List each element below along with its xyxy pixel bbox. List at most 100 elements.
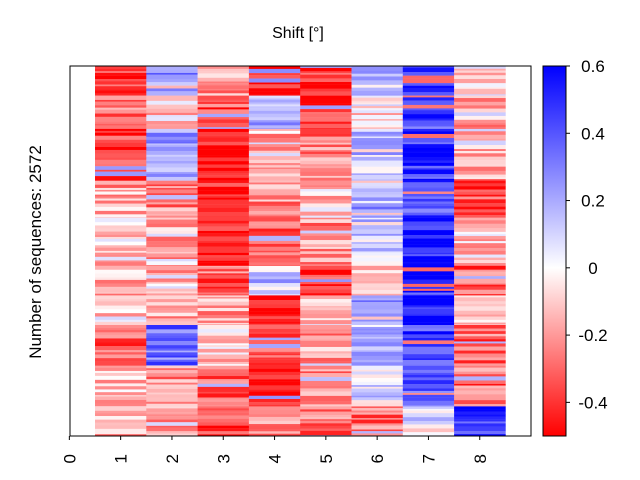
heatmap-cell [402, 374, 455, 378]
heatmap-cell [146, 291, 198, 294]
heatmap-cell [146, 217, 198, 220]
heatmap-cell [300, 113, 352, 118]
heatmap-cell [95, 329, 147, 333]
heatmap-cell [402, 283, 455, 288]
heatmap-cell [197, 71, 250, 74]
heatmap-cell [300, 401, 352, 405]
heatmap-cell [300, 344, 352, 348]
heatmap-cell [351, 182, 404, 187]
heatmap-cell [197, 364, 250, 366]
heatmap-cell [248, 375, 301, 380]
heatmap-cell [402, 95, 455, 98]
heatmap-cell [197, 212, 250, 217]
heatmap-cell [197, 265, 250, 268]
heatmap-cell [402, 97, 455, 101]
heatmap-cell [402, 307, 455, 310]
heatmap-cell [197, 220, 250, 224]
heatmap-cell [95, 135, 147, 140]
heatmap-cell [402, 168, 455, 171]
heatmap-cell [351, 342, 404, 347]
heatmap-cell [95, 105, 147, 108]
heatmap-cell [351, 408, 404, 411]
heatmap-cell [197, 93, 250, 96]
heatmap-cell [146, 302, 198, 306]
heatmap-cell [351, 298, 404, 301]
heatmap-cell [351, 203, 404, 207]
heatmap-cell [300, 185, 352, 188]
heatmap-cell [197, 122, 250, 128]
heatmap-cell [454, 239, 506, 242]
heatmap-cell [351, 241, 404, 245]
heatmap-cell [146, 167, 198, 173]
heatmap-cell [197, 260, 250, 263]
heatmap-cell [146, 278, 198, 281]
heatmap-cell [300, 306, 352, 308]
heatmap-cell [248, 371, 301, 376]
heatmap-cell [248, 156, 301, 161]
heatmap-cell [402, 160, 455, 163]
heatmap-cell [454, 119, 506, 123]
heatmap-cell [248, 246, 301, 251]
heatmap-cell [351, 209, 404, 214]
heatmap-cell [197, 262, 250, 265]
heatmap-cell [402, 340, 455, 345]
heatmap-cell [197, 283, 250, 287]
heatmap-cell [402, 400, 455, 406]
heatmap-cell [351, 219, 404, 223]
heatmap-cell [95, 406, 147, 411]
heatmap-cell [197, 128, 250, 133]
heatmap-cell [454, 430, 506, 435]
x-tick-label: 8 [471, 454, 490, 463]
heatmap-cell [95, 189, 147, 192]
heatmap-cell [300, 356, 352, 359]
heatmap-cell [454, 215, 506, 218]
heatmap-cell [454, 325, 506, 329]
heatmap-cell [248, 304, 301, 309]
heatmap-cell [402, 241, 455, 245]
heatmap-cell [95, 293, 147, 296]
heatmap-cell [248, 176, 301, 181]
heatmap-cell [197, 292, 250, 295]
heatmap-cell [402, 232, 455, 236]
heatmap-cell [454, 371, 506, 375]
heatmap-cell [402, 66, 455, 68]
heatmap-cell [351, 371, 404, 375]
heatmap-cell [300, 147, 352, 151]
heatmap-cell [146, 143, 198, 146]
heatmap-cell [197, 369, 250, 374]
heatmap-cell [95, 123, 147, 126]
heatmap-cell [454, 68, 506, 71]
heatmap-cell [146, 370, 198, 374]
heatmap-cell [95, 410, 147, 414]
heatmap-cell [146, 132, 198, 138]
heatmap-cell [351, 114, 404, 120]
heatmap-cell [300, 415, 352, 418]
heatmap-cell [402, 174, 455, 178]
heatmap-cell [454, 203, 506, 207]
heatmap-cell [300, 177, 352, 181]
heatmap-cell [454, 228, 506, 233]
heatmap-cell [300, 274, 352, 278]
heatmap-cell [95, 79, 147, 82]
heatmap-cell [95, 88, 147, 91]
heatmap-cell [300, 264, 352, 266]
heatmap-cell [95, 379, 147, 384]
heatmap-cell [300, 295, 352, 300]
heatmap-cell [351, 302, 404, 306]
heatmap-cell [248, 142, 301, 145]
heatmap-cell [146, 91, 198, 96]
heatmap-cell [300, 420, 352, 424]
heatmap-cell [454, 416, 506, 420]
heatmap-cell [351, 166, 404, 170]
x-axis-ticks: 0 1 2 3 4 5 6 7 8 [60, 436, 490, 463]
heatmap-cell [146, 95, 198, 100]
heatmap-cell [454, 374, 506, 377]
heatmap-cell [248, 425, 301, 430]
heatmap-cell [351, 287, 404, 291]
heatmap-cell [197, 399, 250, 402]
heatmap-cell [95, 217, 147, 218]
heatmap-cell [351, 197, 404, 202]
heatmap-cell [454, 223, 506, 229]
heatmap-cell [300, 67, 352, 72]
